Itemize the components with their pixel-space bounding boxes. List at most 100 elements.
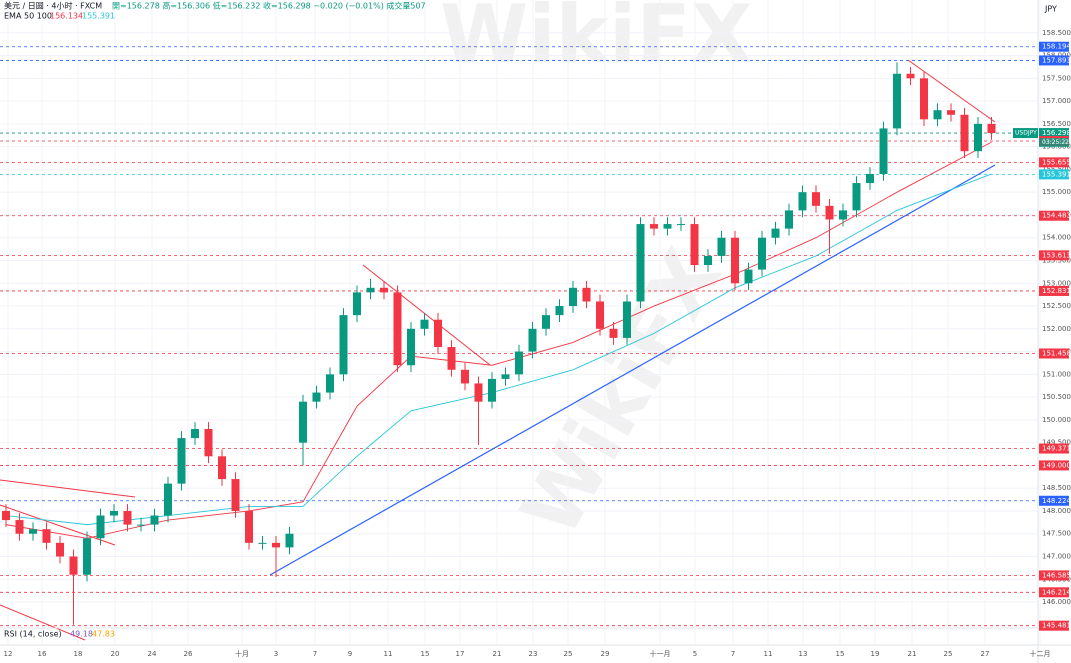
- x-tick-label: 23: [529, 650, 538, 658]
- y-tick-label: 150.500: [1042, 393, 1071, 401]
- price-tag: [1039, 587, 1069, 598]
- candle-body: [825, 205, 834, 220]
- candle-body: [731, 237, 739, 284]
- trend-line: [907, 59, 996, 123]
- levels: [0, 46, 1038, 627]
- x-tick-label: 25: [564, 650, 573, 658]
- candle-body: [420, 319, 429, 329]
- price-tag: [1039, 570, 1069, 581]
- candle-body: [798, 192, 807, 211]
- candle-body: [258, 542, 267, 544]
- y-tick-label: 153.000: [1042, 279, 1071, 287]
- symbol-tag: [1013, 128, 1038, 139]
- y-tick-label: 151.000: [1042, 370, 1071, 378]
- candle-body: [231, 479, 240, 511]
- price-tag-label: 149.371: [1042, 445, 1071, 453]
- rsi-value: 49.18: [70, 630, 93, 639]
- rsi-value: 47.83: [92, 630, 115, 639]
- x-tick-label: 5: [693, 650, 697, 658]
- candle-body: [960, 114, 969, 152]
- price-tag-label: 158.194: [1042, 43, 1071, 51]
- candle-body: [447, 347, 456, 370]
- price-tag-label: 154.483: [1042, 212, 1071, 220]
- price-tag-label: 146.214: [1042, 588, 1071, 596]
- candle-body: [555, 306, 564, 316]
- price-tag: [1039, 41, 1069, 52]
- x-tick-label: 16: [38, 650, 47, 658]
- candle-body: [96, 515, 105, 539]
- price-tag-label: 148.224: [1042, 497, 1071, 505]
- candle-body: [515, 351, 523, 375]
- candle-body: [879, 128, 888, 174]
- y-tick-label: 147.500: [1042, 530, 1071, 538]
- candle-body: [339, 315, 348, 375]
- y-tick-label: 148.000: [1042, 507, 1071, 515]
- candle-body: [663, 224, 672, 229]
- price-tag: [1039, 460, 1069, 471]
- candle-body: [704, 255, 712, 266]
- price-tag-label: 155.655: [1042, 158, 1071, 166]
- candle-body: [812, 192, 820, 206]
- price-tag-label: 155.391: [1042, 170, 1071, 178]
- candle-body: [69, 556, 78, 575]
- price-tag-label: 149.000: [1042, 461, 1071, 469]
- countdown: 03:25:22: [1042, 139, 1069, 146]
- y-tick-label: 156.500: [1042, 120, 1071, 128]
- candle-body: [542, 315, 550, 329]
- x-tick-label: 11: [384, 650, 393, 658]
- price-tag: [1039, 620, 1069, 631]
- candle-body: [299, 401, 307, 443]
- trend-line: [269, 164, 996, 576]
- x-tick-label: 十月: [235, 649, 249, 658]
- currency: JPY: [1044, 5, 1057, 14]
- price-tag-label: 152.831: [1042, 287, 1071, 295]
- candle-body: [893, 73, 901, 129]
- candle-body: [474, 383, 483, 402]
- ema-value: 156.134: [50, 12, 83, 21]
- x-tick-label: 13: [799, 650, 808, 658]
- y-tick-label: 152.500: [1042, 302, 1071, 310]
- y-tick-label: 157.500: [1042, 74, 1071, 82]
- x-tick-label: 15: [836, 650, 845, 658]
- candle-body: [285, 533, 294, 548]
- ema-value: 155.391: [82, 12, 115, 21]
- candle-body: [758, 237, 766, 270]
- x-tick-label: 3: [274, 650, 278, 658]
- price-tag: [1039, 495, 1069, 506]
- x-tick-label: 24: [148, 650, 157, 658]
- candle-body: [407, 328, 415, 366]
- y-tick-label: 149.500: [1042, 439, 1071, 447]
- x-tick-label: 18: [74, 650, 83, 658]
- candle-body: [906, 73, 915, 79]
- plot: [2, 62, 996, 625]
- y-tick-label: 146.000: [1042, 598, 1071, 606]
- symbol: 美元 / 日圆 · 4小时 · FXCM: [4, 1, 102, 11]
- x-tick-label: 25: [944, 650, 953, 658]
- candle-body: [137, 524, 145, 526]
- y-tick-label: 158.500: [1042, 29, 1071, 37]
- candle-body: [785, 210, 793, 229]
- candle-body: [204, 428, 213, 457]
- price-tag: [1039, 285, 1069, 296]
- candle-body: [987, 123, 996, 133]
- x-tick-label: 29: [601, 650, 610, 658]
- candle-body: [218, 456, 226, 480]
- candle-body: [771, 228, 780, 238]
- candle-body: [150, 515, 159, 525]
- trend-line: [0, 479, 136, 498]
- candle-body: [528, 328, 537, 352]
- candle-body: [29, 529, 37, 534]
- candle-body: [353, 292, 361, 316]
- y-tick-label: 154.000: [1042, 234, 1071, 242]
- candle-body: [110, 510, 118, 516]
- candle-body: [191, 428, 199, 439]
- candle-body: [623, 301, 631, 338]
- price-tag: [1039, 250, 1069, 261]
- rsi-label: RSI (14, close): [4, 630, 62, 639]
- trend-line: [0, 604, 86, 641]
- y-tick-label: 153.500: [1042, 256, 1071, 264]
- candle-body: [42, 529, 51, 543]
- candle-body: [83, 538, 91, 575]
- candle-body: [947, 110, 955, 115]
- candle-body: [15, 520, 24, 534]
